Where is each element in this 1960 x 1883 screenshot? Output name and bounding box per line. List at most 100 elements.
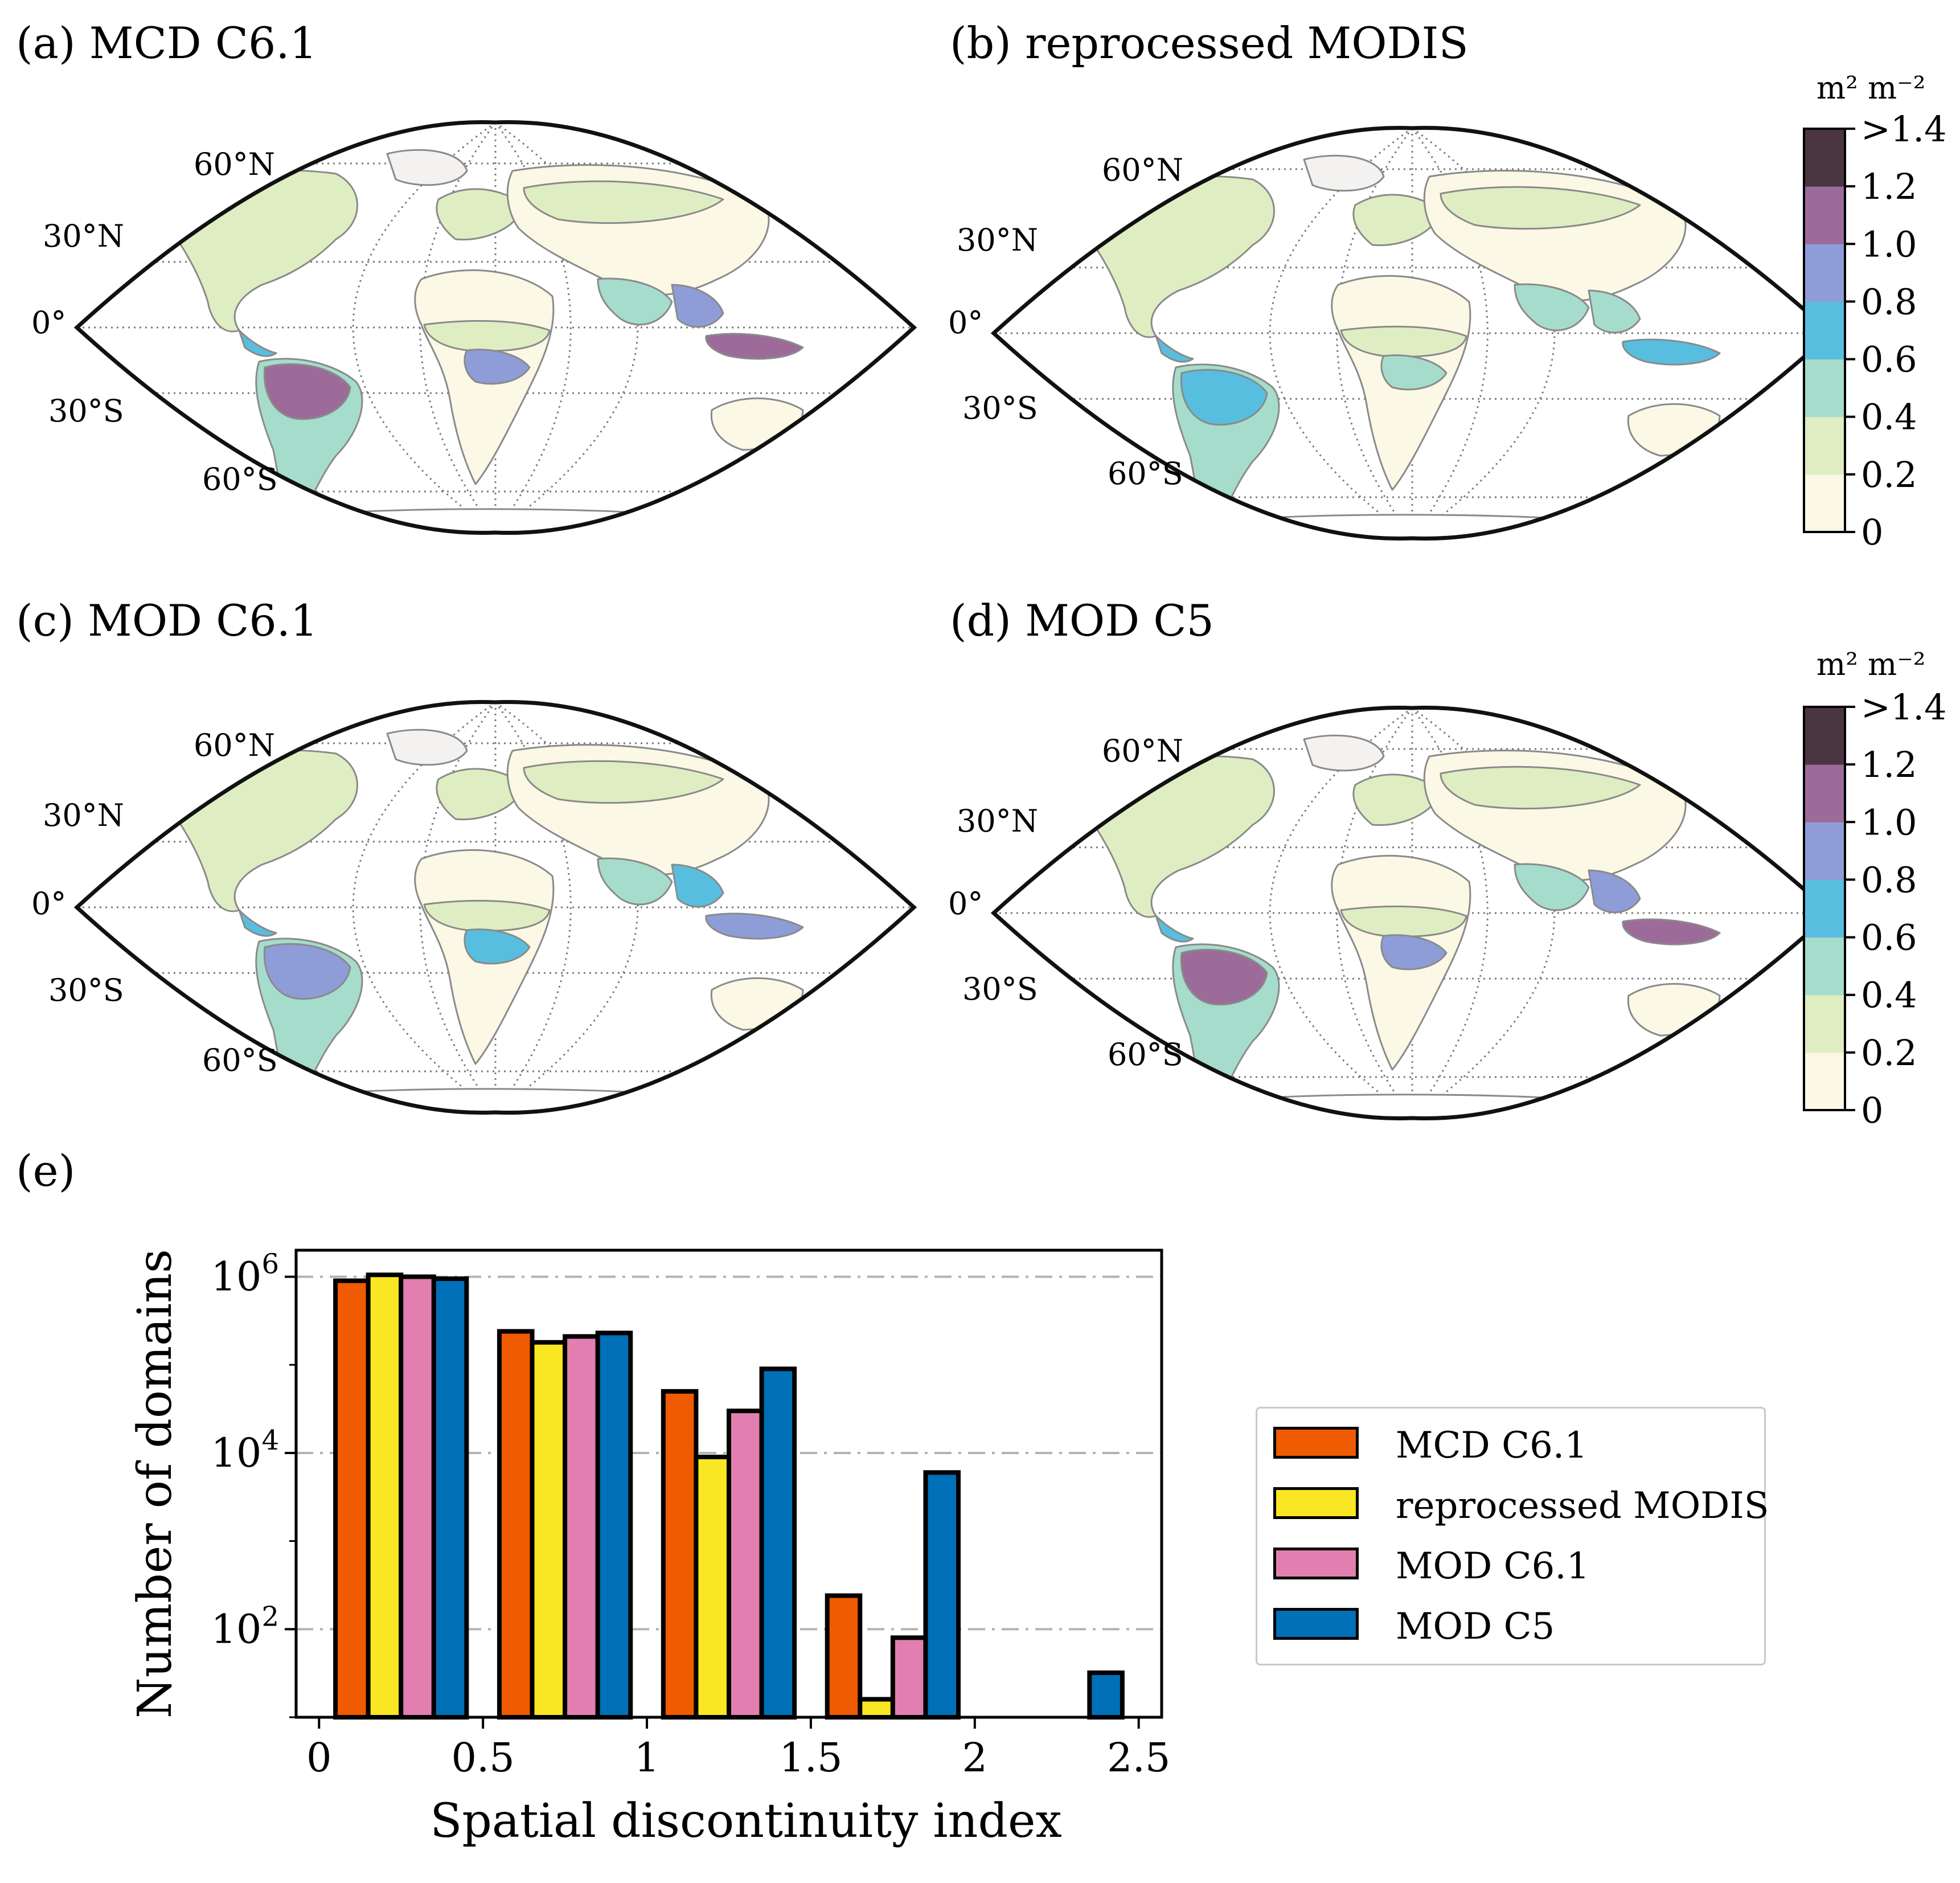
colorbar1-tick-0-4: 0.4 — [1861, 396, 1917, 438]
bar-mod-c6-1-2 — [727, 1409, 764, 1720]
colorbar-segment — [1804, 359, 1845, 417]
colorbar1-tick-1-0: 1.0 — [1861, 223, 1917, 265]
colorbar2-tick-0-6: 0.6 — [1861, 917, 1917, 959]
lat-label-60s-c: 60°S — [202, 1042, 278, 1078]
lat-label-60s-b: 60°S — [1108, 456, 1183, 492]
lat-label-30n-a: 30°N — [43, 218, 124, 254]
legend-label-mod-c5: MOD C5 — [1396, 1606, 1555, 1648]
colorbar-segment — [1804, 707, 1845, 765]
map-panel-b — [990, 125, 1834, 541]
colorbar-segment — [1804, 244, 1845, 302]
colorbar-segment — [1804, 129, 1845, 187]
map-greenland — [1303, 154, 1385, 192]
map-siberia-green — [1440, 766, 1641, 810]
map-maritime — [705, 912, 804, 940]
legend-swatch-reprocessed-modis — [1273, 1487, 1359, 1519]
map-se-asia — [671, 284, 724, 328]
bar-mod-c6-1-1 — [563, 1334, 600, 1720]
legend-label-mod-c61: MOD C6.1 — [1396, 1545, 1590, 1587]
map-congo — [464, 928, 531, 965]
colorbar2-tick-1-2: 1.2 — [1861, 744, 1917, 785]
colorbar2-tick-0-8: 0.8 — [1861, 859, 1917, 900]
map-south-asia — [1514, 283, 1590, 331]
map-siberia-green — [1440, 186, 1641, 230]
bar-reprocessed-modis-1 — [530, 1340, 568, 1720]
panel-title-b: (b) reprocessed MODIS — [950, 18, 1469, 68]
lat-label-30n-b: 30°N — [957, 222, 1038, 258]
lat-label-0-b: 0° — [948, 305, 983, 341]
colorbar-segment — [1804, 764, 1845, 822]
colorbar-segment — [1804, 994, 1845, 1053]
panel-title-d: (d) MOD C5 — [950, 595, 1214, 646]
map-europe — [436, 188, 525, 241]
bar-mcd-c6-1-2 — [661, 1389, 699, 1720]
colorbar2-tick-0-4: 0.4 — [1861, 975, 1917, 1016]
map-maritime — [705, 333, 804, 360]
map-maritime — [1622, 338, 1721, 366]
map-se-asia — [671, 863, 724, 908]
colorbar2-tick-1-0: 1.0 — [1861, 801, 1917, 843]
colorbar1-tick-gt-1-4: >1.4 — [1861, 114, 1947, 150]
colorbar1-tick-0-6: 0.6 — [1861, 339, 1917, 380]
lat-label-30s-d: 30°S — [962, 971, 1038, 1007]
map-sahel — [423, 899, 551, 932]
chart-legend: MCD C6.1 reprocessed MODIS MOD C6.1 MOD … — [1256, 1407, 1769, 1665]
colorbar-segment — [1804, 879, 1845, 938]
bar-mod-c6-1-0 — [399, 1274, 436, 1720]
map-se-asia — [1588, 869, 1641, 914]
colorbar-frame — [1803, 128, 1846, 533]
map-se-asia — [1588, 289, 1641, 334]
colorbar-segment — [1804, 186, 1845, 244]
legend-swatch-mod-c5 — [1273, 1608, 1359, 1640]
bar-mod-c5-4 — [1087, 1670, 1125, 1720]
lat-label-60s-d: 60°S — [1108, 1037, 1183, 1073]
colorbar-segment — [1804, 822, 1845, 880]
colorbar-frame — [1803, 706, 1846, 1111]
map-siberia-green — [523, 180, 724, 224]
colorbar-bottom: 0 0.2 0.4 0.6 0.8 1.0 1.2 >1.4 — [1803, 692, 1947, 1125]
bar-reprocessed-modis-2 — [694, 1455, 731, 1720]
map-congo — [464, 349, 531, 385]
map-amazon — [263, 363, 351, 420]
panel-title-c: (c) MOD C6.1 — [16, 595, 318, 646]
bar-mcd-c6-1-0 — [333, 1278, 371, 1720]
lat-label-0-a: 0° — [31, 305, 67, 341]
x-tick-label: 2.5 — [1107, 1734, 1170, 1781]
map-greenland — [386, 149, 468, 186]
bar-mod-c6-1-3 — [890, 1635, 928, 1720]
x-axis-label: Spatial discontinuity index — [430, 1794, 1061, 1848]
colorbar-segment — [1804, 1052, 1845, 1111]
bar-mcd-c6-1-3 — [825, 1593, 863, 1720]
lat-label-30n-c: 30°N — [43, 797, 124, 833]
y-tick-label: 106 — [211, 1248, 279, 1300]
map-siberia-green — [523, 760, 724, 804]
map-central-america — [238, 909, 277, 937]
colorbar-top: 0 0.2 0.4 0.6 0.8 1.0 1.2 >1.4 — [1803, 114, 1947, 547]
colorbar-segment — [1804, 937, 1845, 996]
map-congo — [1380, 934, 1448, 971]
lat-label-60n-a: 60°N — [194, 146, 275, 182]
y-tick-label: 104 — [211, 1424, 279, 1476]
panel-title-a: (a) MCD C6.1 — [16, 18, 317, 68]
colorbar-unit-top: m² m⁻² — [1817, 70, 1926, 106]
map-central-america — [238, 329, 277, 357]
lat-label-30s-b: 30°S — [962, 390, 1038, 426]
legend-swatch-mod-c61 — [1273, 1548, 1359, 1579]
colorbar2-tick-0-2: 0.2 — [1861, 1032, 1917, 1074]
colorbar2-tick-gt-1-4: >1.4 — [1861, 692, 1947, 728]
map-south-asia — [597, 277, 673, 326]
map-panel-d — [990, 705, 1834, 1121]
lat-label-30s-a: 30°S — [48, 393, 124, 429]
map-central-america — [1155, 915, 1194, 943]
lat-label-60n-c: 60°N — [194, 727, 275, 763]
map-amazon — [1180, 948, 1268, 1006]
bar-reprocessed-modis-3 — [858, 1697, 895, 1720]
bar-mod-c5-1 — [595, 1331, 633, 1720]
bar-reprocessed-modis-0 — [366, 1272, 404, 1720]
colorbar-segment — [1804, 416, 1845, 475]
map-greenland — [1303, 734, 1385, 772]
map-amazon — [1180, 369, 1268, 426]
lat-label-30n-d: 30°N — [957, 803, 1038, 839]
colorbar-segment — [1804, 301, 1845, 360]
